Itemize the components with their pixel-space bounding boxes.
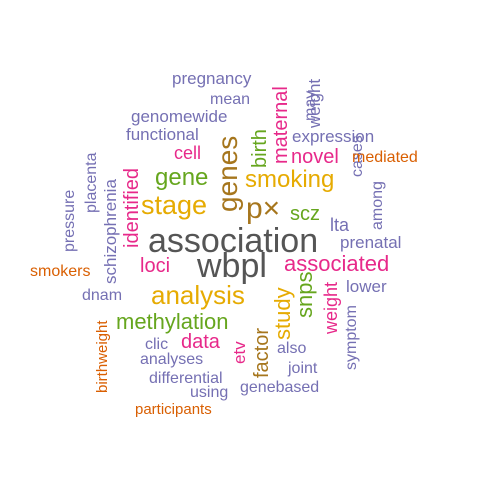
word-analyses: analyses [140,351,204,368]
word-gene: gene [155,164,209,191]
word-weight-2: weight [321,281,341,334]
word-cell: cell [174,143,202,163]
word-data: data [181,331,220,353]
word-associated: associated [284,251,390,276]
word-analysis: analysis [151,280,245,310]
word-stage: stage [141,190,208,220]
word-expression: expression [292,127,375,146]
word-prenatal: prenatal [340,233,402,252]
word-identified: identified [121,167,143,248]
word-genebased: genebased [240,379,320,396]
word-birth: birth [249,129,271,168]
word-differential: differential [149,370,223,387]
word-among: among [369,181,386,230]
word-pressure: pressure [61,189,78,252]
word-birthweight: birthweight [94,320,111,393]
word-clic: clic [145,336,169,353]
word-lower: lower [346,277,387,296]
word-smoking: smoking [245,166,335,193]
word-wbpl: wbpl [197,247,267,285]
word-dnam: dnam [82,287,123,304]
word-weight: weight [305,78,324,128]
word-factor: factor [251,327,273,378]
word-lta: lta [330,215,350,235]
word-mediated: mediated [352,149,418,166]
word-etv: etv [230,341,249,364]
word-using: using [190,384,229,401]
word-association: association [148,222,319,260]
word-participants: participants [135,401,212,418]
word-functional: functional [126,125,199,144]
word-loci: loci [140,255,171,277]
word-placenta: placenta [83,152,100,214]
word-scz: scz [290,203,320,225]
word-snps: snps [292,271,317,318]
word-genes: genes [212,135,243,212]
word-also: also [277,340,307,357]
word-methylation: methylation [116,309,229,334]
word-smokers: smokers [30,263,91,280]
word-mean: mean [210,91,251,108]
word-symptom: symptom [343,305,360,370]
word-study: study [270,287,295,340]
word-px: p× [246,192,281,225]
word-schizophrenia: schizophrenia [101,179,120,284]
word-pregnancy: pregnancy [172,69,252,88]
word-genomewide: genomewide [131,107,228,126]
word-joint: joint [288,360,318,377]
word-novel: novel [291,146,339,168]
word-maternal: maternal [270,86,292,164]
